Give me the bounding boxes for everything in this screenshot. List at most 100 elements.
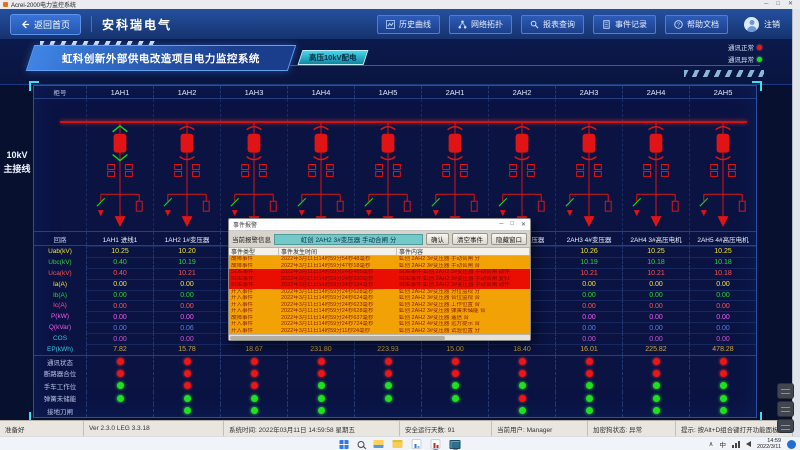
breaker-symbol[interactable] (154, 99, 220, 231)
dialog-maximize-icon[interactable]: □ (510, 221, 514, 227)
notification-badge[interactable] (787, 439, 796, 449)
back-home-button[interactable]: 返回首页 (10, 13, 82, 35)
file-explorer-icon[interactable] (373, 440, 384, 448)
network-icon[interactable] (731, 440, 740, 448)
value-cell: 0.00 (689, 322, 756, 334)
event-row[interactable]: 故障事件 2022年3月11日14时59分24秒637毫秒 虹创 2AH2 3#变压… (229, 314, 530, 321)
search-icon[interactable] (357, 440, 365, 448)
monitor-app-icon[interactable] (449, 439, 461, 449)
window-scrollbar[interactable] (792, 9, 800, 436)
tab-hv-10kv[interactable]: 高压10kV配电 (297, 50, 369, 65)
value-cell: 10.25 (689, 246, 756, 257)
event-row[interactable]: 故障事件 2022年3月11日14时59分54秒48毫秒 虹创 2AH2 3#变压器… (229, 256, 530, 263)
nav-topology-button[interactable]: 网络拓扑 (449, 14, 512, 34)
dot-cell (153, 355, 220, 368)
project-title-banner: 虹科创新外部供电改造项目电力监控系统 (25, 45, 297, 71)
dot-cell (488, 355, 555, 368)
dialog-close-icon[interactable]: ✕ (520, 222, 526, 228)
start-button[interactable] (339, 439, 349, 449)
value-cell: 0.00 (689, 300, 756, 312)
value-cell: 0.00 (86, 278, 153, 290)
column-header: 2AH3 (555, 86, 622, 98)
statusbar-item: 加密狗状态: 异常 (588, 421, 676, 436)
breaker-symbol[interactable] (288, 99, 354, 231)
event-row[interactable]: SOE事件 2022年3月11日14时59分24秒330毫秒 SOE事件 虹创 2A… (229, 275, 530, 282)
folder-icon[interactable] (392, 440, 403, 448)
nav-event-log-button[interactable]: 事件记录 (593, 14, 656, 34)
event-row[interactable]: SOE事件 2022年3月11日14时59分24秒465毫秒 SOE事件 虹创 2A… (229, 269, 530, 276)
column-header: 1AH2 (153, 86, 220, 98)
circuit-name: 2AH3 4#变压器 (555, 232, 622, 245)
hide-window-button[interactable]: 隐藏窗口 (491, 233, 527, 245)
window-maximize-icon[interactable]: □ (776, 1, 780, 7)
dot-cell (287, 404, 354, 417)
window-title: Acrel-2000电力监控系统 (11, 3, 77, 9)
event-row[interactable]: 开入事件 2022年3月11日14时59分24秒624毫秒 虹创 2AH2 3#变压… (229, 295, 530, 302)
feeder-column (622, 99, 689, 231)
dot-cell (689, 367, 756, 380)
event-row[interactable]: 开入事件 2022年3月11日14时59分11秒24毫秒 虹创 2AH2 3#变压器… (229, 327, 530, 334)
breaker-symbol[interactable] (422, 99, 488, 231)
breaker-symbol[interactable] (87, 99, 153, 231)
scada-app-icon[interactable] (430, 439, 441, 449)
clear-events-button[interactable]: 清空事件 (452, 233, 488, 245)
breaker-symbol[interactable] (221, 99, 287, 231)
dialog-hscrollbar[interactable] (229, 334, 530, 340)
breaker-symbol[interactable] (690, 99, 756, 231)
event-content: 虹创 2AH2 3#变压器 分位监视 分 (399, 288, 480, 295)
dialog-title: 事件报警 (233, 223, 258, 229)
user-area[interactable]: 注销 (744, 16, 780, 32)
event-row[interactable]: 开入事件 2022年3月11日14时59分24秒724毫秒 虹创 2AH2 4#变压… (229, 321, 530, 328)
dialog-titlebar[interactable]: 事件报警 ─ □ ✕ (229, 219, 530, 231)
dot-cell (421, 392, 488, 405)
dot-cell (153, 379, 220, 393)
breaker-symbol[interactable] (556, 99, 622, 231)
chart-app-icon[interactable] (411, 439, 422, 449)
taskbar-clock[interactable]: 14:59 2022/3/11 (757, 438, 781, 450)
tray-caret-icon[interactable]: ∧ (708, 441, 714, 448)
tab-label: 高压10kV配电 (309, 53, 357, 62)
window-close-icon[interactable]: ✕ (787, 1, 793, 7)
event-row[interactable]: 故障事件 2022年3月11日14时59分47秒18毫秒 虹创 2AH2 3#变压器… (229, 262, 530, 269)
event-row[interactable]: 开入事件 2022年3月11日14时59分24秒623毫秒 虹创 2AH2 3#变压… (229, 301, 530, 308)
logout-button[interactable]: 注销 (764, 19, 780, 29)
value-cell: 10.18 (622, 256, 689, 268)
status-dot (652, 394, 660, 402)
window-minimize-icon[interactable]: ─ (764, 1, 769, 7)
row-label: 接地刀闸 (47, 408, 73, 416)
row-label: Ubc(kV) (48, 258, 72, 266)
feeder-column (555, 99, 622, 231)
taskbar-center (339, 437, 461, 450)
side-tool-button-3[interactable] (777, 419, 794, 433)
status-dot (585, 369, 593, 377)
feeder-column (488, 99, 555, 231)
feeder-column (354, 99, 421, 231)
dot-cell (287, 355, 354, 368)
nav-history-curve-button[interactable]: 历史曲线 (377, 14, 440, 34)
breaker-symbol[interactable] (489, 99, 555, 231)
volume-icon[interactable] (745, 441, 751, 447)
dialog-minimize-icon[interactable]: ─ (499, 221, 504, 227)
side-tool-button-2[interactable] (777, 401, 794, 417)
status-dot (518, 382, 526, 390)
back-arrow-icon (21, 19, 30, 29)
event-row[interactable]: 开入事件 2022年3月11日14时59分24秒628毫秒 虹创 2AH2 3#变压… (229, 308, 530, 315)
side-tool-button-1[interactable] (777, 383, 794, 399)
row-label: Ia(A) (52, 280, 68, 288)
scrollbar-thumb[interactable] (230, 336, 445, 340)
nav-help-button[interactable]: ? 帮助文档 (665, 14, 728, 34)
event-row[interactable]: 开入事件 2022年3月11日14时59分24秒628毫秒 虹创 2AH2 3#变压… (229, 288, 530, 295)
ime-indicator[interactable]: 中 (719, 442, 726, 449)
breaker-symbol[interactable] (623, 99, 689, 231)
breaker-symbol[interactable] (355, 99, 421, 231)
value-cell: 0.00 (86, 333, 153, 345)
value-cell: 10.21 (555, 267, 622, 279)
event-row[interactable]: SOE事件 2022年3月11日14时59分24秒134毫秒 SOE事件 虹创 2A… (229, 282, 530, 289)
status-dot (317, 407, 325, 415)
nav-report-query-button[interactable]: 报表查询 (521, 14, 584, 34)
event-type: 开入事件 (231, 295, 254, 301)
event-type: 故障事件 (231, 256, 254, 262)
confirm-button[interactable]: 确认 (426, 233, 449, 245)
value-cell: 10.18 (689, 256, 756, 268)
row-label: Uca(kV) (48, 269, 72, 277)
